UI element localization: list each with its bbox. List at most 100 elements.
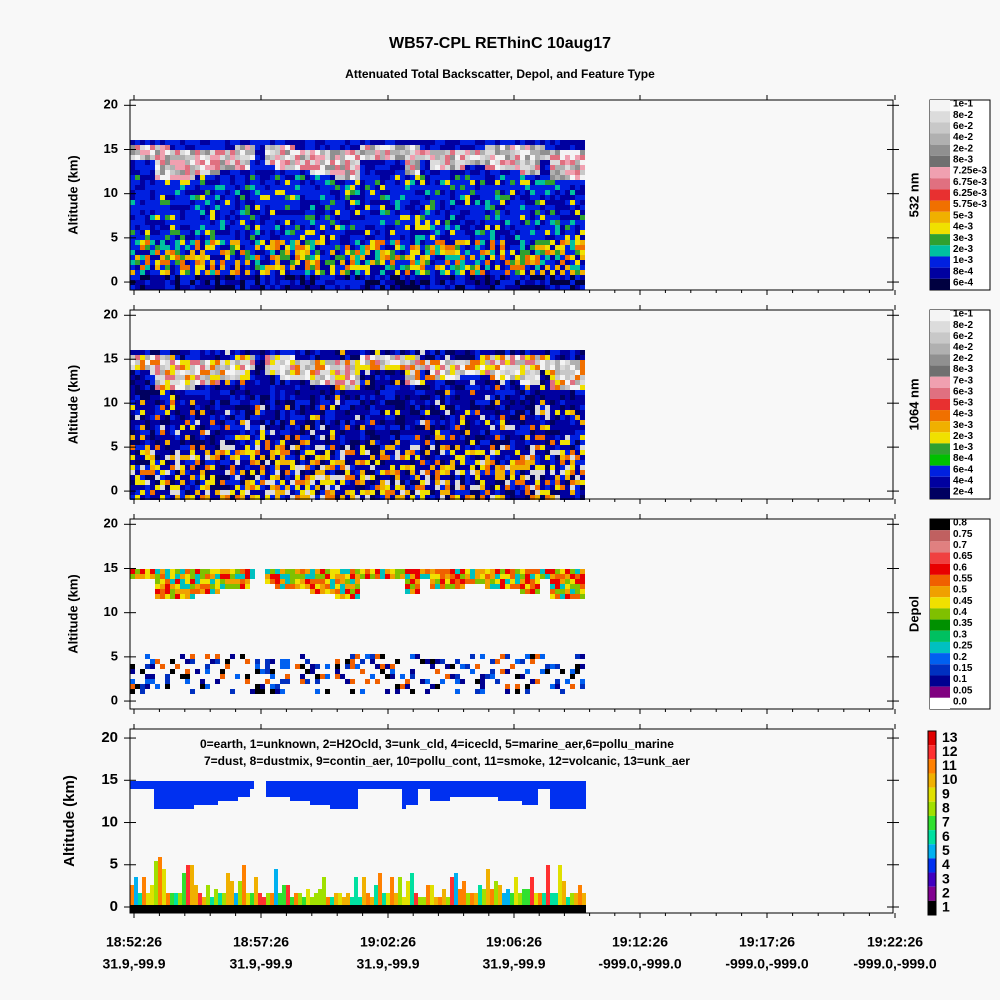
raster-cell — [565, 285, 570, 290]
raster-cell — [150, 175, 155, 180]
raster-cell — [395, 270, 400, 275]
colorbar-tick-label: 8e-2 — [953, 110, 973, 121]
raster-cell — [315, 360, 320, 365]
raster-cell — [545, 145, 550, 150]
raster-cell — [265, 230, 270, 235]
raster-cell — [275, 225, 280, 230]
raster-cell — [355, 275, 360, 280]
raster-cell — [135, 365, 140, 370]
raster-cell — [240, 245, 245, 250]
raster-cell — [245, 205, 250, 210]
raster-cell — [340, 400, 345, 405]
raster-cell — [330, 220, 335, 225]
raster-cell — [285, 360, 290, 365]
colorbar-tick-label: 7.25e-3 — [953, 166, 987, 177]
raster-cell — [330, 455, 335, 460]
raster-cell — [355, 470, 360, 475]
raster-cell — [505, 220, 510, 225]
raster-cell — [440, 265, 445, 270]
raster-cell — [325, 410, 330, 415]
raster-cell — [465, 285, 470, 290]
raster-cell — [165, 420, 170, 425]
raster-cell — [380, 415, 385, 420]
raster-cell — [455, 355, 460, 360]
raster-cell — [505, 185, 510, 190]
raster-cell — [340, 370, 345, 375]
raster-cell — [565, 150, 570, 155]
raster-cell — [275, 165, 280, 170]
raster-cell — [375, 430, 380, 435]
raster-cell — [420, 160, 425, 165]
raster-cell — [200, 215, 205, 220]
raster-cell — [200, 480, 205, 485]
raster-cell — [365, 405, 370, 410]
raster-cell — [290, 380, 295, 385]
raster-cell — [400, 250, 405, 255]
raster-cell — [230, 150, 235, 155]
raster-cell — [135, 430, 140, 435]
raster-cell — [265, 275, 270, 280]
raster-cell — [310, 140, 315, 145]
raster-cell — [140, 470, 145, 475]
raster-cell — [415, 460, 420, 465]
raster-cell — [460, 165, 465, 170]
raster-cell — [290, 460, 295, 465]
raster-cell — [205, 160, 210, 165]
raster-cell — [250, 225, 255, 230]
raster-cell — [345, 450, 350, 455]
raster-cell — [370, 425, 375, 430]
raster-cell — [150, 385, 155, 390]
raster-cell — [465, 255, 470, 260]
raster-cell — [405, 430, 410, 435]
raster-cell — [190, 435, 195, 440]
raster-cell — [500, 230, 505, 235]
raster-cell — [190, 440, 195, 445]
raster-cell — [330, 195, 335, 200]
raster-cell — [425, 180, 430, 185]
raster-cell — [475, 205, 480, 210]
raster-cell — [410, 165, 415, 170]
raster-cell — [405, 495, 410, 500]
raster-cell — [570, 175, 575, 180]
raster-cell — [575, 150, 580, 155]
raster-cell — [440, 210, 445, 215]
raster-cell — [245, 450, 250, 455]
raster-cell — [460, 435, 465, 440]
raster-cell — [250, 450, 255, 455]
raster-cell — [430, 270, 435, 275]
raster-cell — [545, 215, 550, 220]
raster-cell — [270, 370, 275, 375]
raster-cell — [160, 140, 165, 145]
raster-cell — [160, 370, 165, 375]
raster-cell — [225, 150, 230, 155]
raster-cell — [460, 250, 465, 255]
raster-cell — [150, 470, 155, 475]
raster-cell — [305, 185, 310, 190]
raster-cell — [140, 195, 145, 200]
raster-cell — [565, 275, 570, 280]
raster-cell — [130, 415, 135, 420]
raster-cell — [255, 285, 260, 290]
raster-cell — [435, 490, 440, 495]
raster-cell — [235, 190, 240, 195]
raster-cell — [405, 275, 410, 280]
raster-cell — [275, 435, 280, 440]
raster-cell — [550, 280, 555, 285]
raster-cell — [415, 465, 420, 470]
raster-cell — [350, 200, 355, 205]
raster-cell — [505, 280, 510, 285]
raster-cell — [455, 400, 460, 405]
raster-cell — [470, 460, 475, 465]
raster-cell — [395, 220, 400, 225]
raster-cell — [205, 175, 210, 180]
raster-cell — [135, 165, 140, 170]
raster-cell — [335, 440, 340, 445]
raster-cell — [450, 160, 455, 165]
raster-cell — [560, 190, 565, 195]
raster-cell — [360, 440, 365, 445]
raster-cell — [195, 450, 200, 455]
raster-cell — [555, 220, 560, 225]
raster-cell — [425, 150, 430, 155]
raster-cell — [195, 280, 200, 285]
raster-cell — [525, 250, 530, 255]
